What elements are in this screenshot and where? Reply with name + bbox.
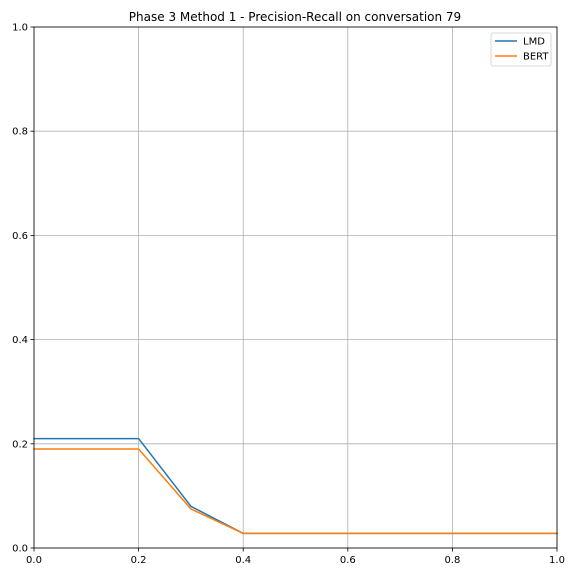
x-tick-label: 0.0: [26, 555, 42, 566]
axis-ticks: 0.0 0.2 0.4 0.6 0.8 1.0 0.0 0.2 0.4 0.6 0.8 1.0: [12, 23, 565, 567]
x-tick-label: 0.8: [444, 555, 460, 566]
x-tick-label: 0.6: [340, 555, 356, 566]
series-lines: [33, 437, 558, 535]
x-tick-label: 0.2: [131, 555, 147, 566]
y-tick-label: 0.4: [12, 335, 28, 346]
chart-title: Phase 3 Method 1 - Precision-Recall on c…: [129, 10, 461, 24]
legend: LMD BERT: [490, 32, 552, 67]
legend-label-bert: BERT: [523, 52, 549, 63]
series-line-bert: [33, 448, 558, 535]
x-tick-label: 1.0: [549, 555, 565, 566]
y-tick-label: 0.2: [12, 439, 28, 450]
legend-label-lmd: LMD: [523, 37, 545, 48]
y-tick-label: 1.0: [12, 23, 28, 34]
y-tick-label: 0.8: [12, 127, 28, 138]
x-tick-label: 0.4: [235, 555, 251, 566]
y-tick-label: 0.0: [12, 544, 28, 555]
plot-frame: [33, 26, 558, 549]
y-tick-label: 0.6: [12, 231, 28, 242]
